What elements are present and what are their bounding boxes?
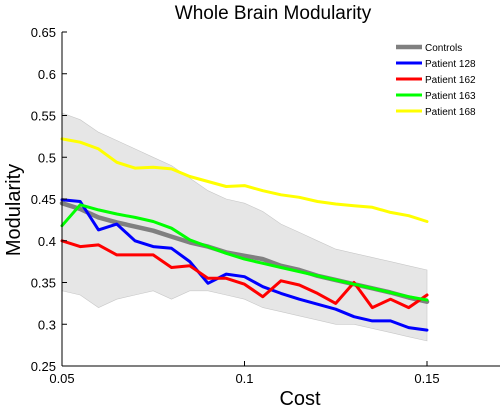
confidence-band [61,112,428,342]
y-tick-label: 0.25 [31,359,56,374]
legend-label: Patient 168 [425,107,476,118]
legend-label: Patient 163 [425,91,476,102]
y-tick-label: 0.3 [38,317,56,332]
y-tick-label: 0.6 [38,67,56,82]
legend-label: Patient 128 [425,59,476,70]
y-tick-label: 0.55 [31,109,56,124]
chart-title: Whole Brain Modularity [175,3,372,24]
x-tick-label: 0.1 [235,371,253,386]
y-tick-label: 0.5 [38,150,56,165]
x-tick-label: 0.15 [414,371,439,386]
y-tick-label: 0.45 [31,192,56,207]
y-axis-label: Modularity [3,164,25,256]
series-line-patient-163 [60,203,429,302]
legend: Controls Patient 128 Patient 162 Patient 16… [396,43,476,118]
x-axis-label: Cost [279,388,321,410]
series-line-patient-128 [60,198,429,332]
y-tick-label: 0.4 [38,234,56,249]
series-line-patient-162 [60,239,429,310]
y-tick-label: 0.35 [31,276,56,291]
plot-area [59,112,430,342]
series-line-patient-168 [60,137,429,223]
y-tick-label: 0.65 [31,25,56,40]
x-tick-label: 0.05 [49,371,74,386]
legend-label: Patient 162 [425,75,476,86]
legend-label: Controls [425,43,462,54]
axes: 0.25 0.3 0.35 0.4 0.45 0.5 0.55 0.6 0.65 0.05 0.1 0… [31,25,500,386]
